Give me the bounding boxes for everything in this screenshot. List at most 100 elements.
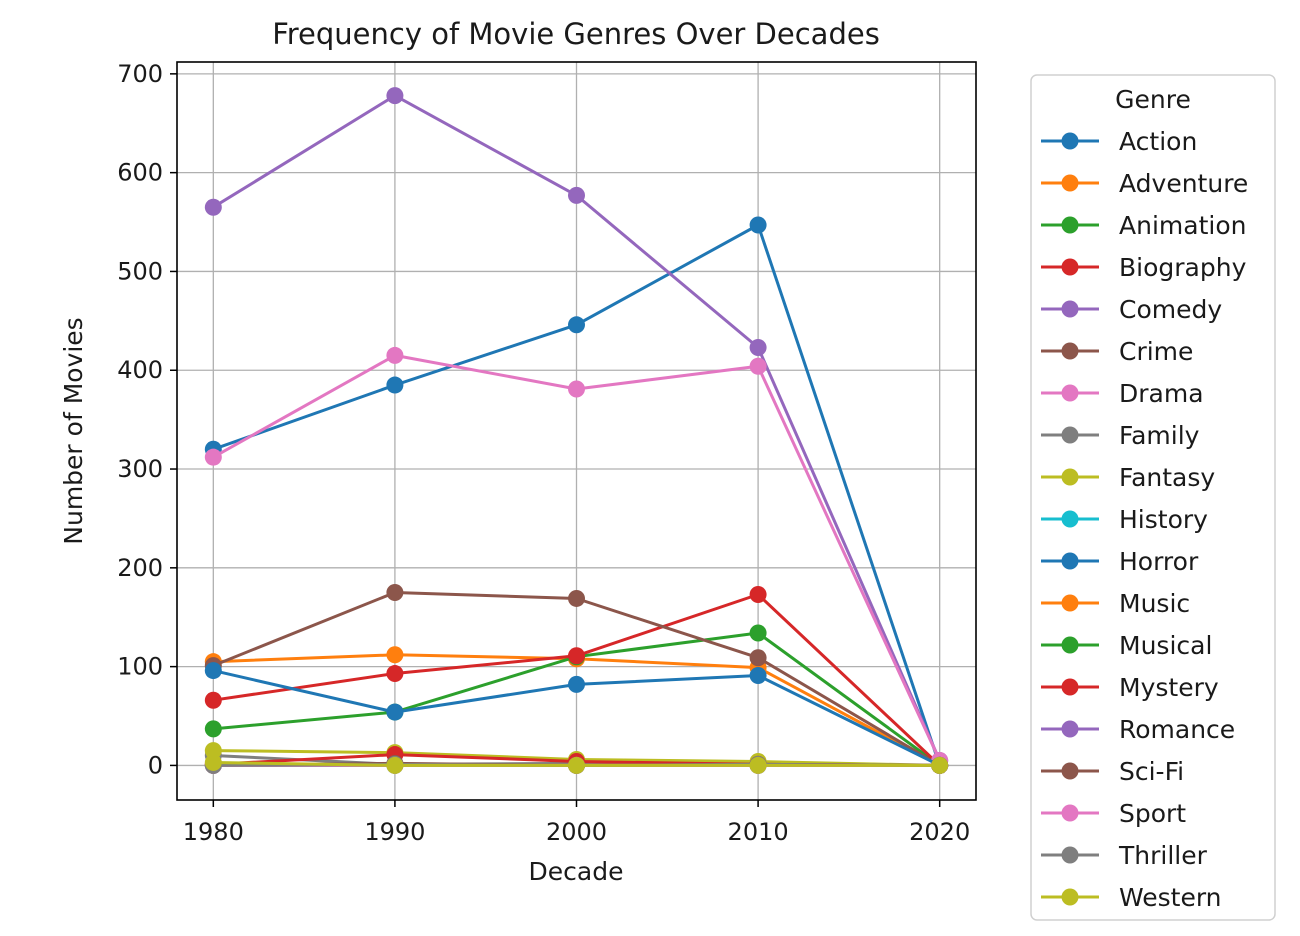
legend-item-music: Music [1041,589,1190,618]
data-point-animation [204,720,222,738]
series-lines [204,87,949,774]
series-western [204,753,949,774]
x-tick-label: 2010 [728,818,789,846]
data-point-crime [568,589,585,607]
legend-marker [1061,594,1079,612]
legend-label: Family [1119,421,1200,450]
legend-label: Biography [1119,253,1247,282]
data-point-action [568,316,585,334]
data-point-adventure [386,646,404,664]
data-point-horror [749,667,767,685]
legend-item-thriller: Thriller [1041,841,1208,870]
y-tick-label: 100 [117,653,163,681]
legend-label: Musical [1119,631,1212,660]
data-point-comedy [749,339,767,357]
legend-marker [1061,216,1079,234]
data-point-biography [386,665,404,683]
legend-marker [1061,720,1079,738]
legend-marker [1061,132,1079,150]
legend-marker [1061,258,1079,276]
legend-label: History [1119,505,1208,534]
legend-marker [1061,846,1079,864]
legend-marker [1061,636,1079,654]
legend-marker [1061,426,1079,444]
data-point-biography [749,586,767,604]
legend-label: Adventure [1119,169,1248,198]
data-point-comedy [386,87,404,105]
legend-item-sci-fi: Sci-Fi [1041,757,1184,786]
legend-marker [1061,342,1079,360]
legend-label: Mystery [1119,673,1219,702]
x-tick-label: 1990 [364,818,425,846]
legend-label: Music [1119,589,1190,618]
y-axis-label: Number of Movies [59,317,88,544]
legend-label: Animation [1119,211,1246,240]
legend-label: Sci-Fi [1119,757,1184,786]
data-point-drama [386,346,404,364]
legend-label: Fantasy [1119,463,1215,492]
legend-label: Action [1119,127,1197,156]
legend-item-fantasy: Fantasy [1041,463,1215,492]
legend-item-animation: Animation [1041,211,1246,240]
legend-label: Western [1119,883,1222,912]
legend-marker [1061,300,1079,318]
y-tick-label: 500 [117,257,163,285]
data-point-horror [568,675,585,693]
legend-marker [1061,174,1079,192]
x-tick-label: 2020 [909,818,970,846]
data-point-fantasy [204,742,222,760]
legend-marker [1061,510,1079,528]
x-axis-ticks: 1980 1990 2000 2010 2020 [183,800,970,846]
legend-item-crime: Crime [1041,337,1193,366]
legend-items: Action Adventure Animation Biography Comedy C… [1041,127,1248,912]
y-tick-label: 300 [117,455,163,483]
legend-item-adventure: Adventure [1041,169,1248,198]
data-point-horror [386,703,404,721]
legend-label: Sport [1119,799,1186,828]
legend-item-horror: Horror [1041,547,1199,576]
legend-marker [1061,804,1079,822]
x-tick-label: 1980 [183,818,244,846]
data-point-biography [568,647,585,665]
data-point-comedy [204,198,222,216]
data-point-action [386,376,404,394]
data-point-drama [204,448,222,466]
data-point-action [749,216,767,234]
data-point-crime [749,649,767,667]
legend-label: Thriller [1118,841,1208,870]
data-point-western [204,753,222,771]
data-point-western [386,756,404,774]
legend-item-western: Western [1041,883,1222,912]
legend-item-comedy: Comedy [1041,295,1222,324]
legend-marker [1061,552,1079,570]
series-horror [204,662,949,774]
data-point-western [931,756,949,774]
legend-label: Horror [1119,547,1199,576]
y-tick-label: 0 [148,751,163,779]
legend: Genre Action Adventure Animation Biography C… [1030,74,1276,921]
y-tick-label: 700 [117,60,163,88]
legend-box [1030,74,1276,921]
y-tick-label: 600 [117,159,163,187]
y-tick-label: 400 [117,356,163,384]
legend-item-musical: Musical [1041,631,1212,660]
data-point-crime [386,584,404,602]
legend-marker [1061,762,1079,780]
legend-label: Drama [1119,379,1204,408]
y-axis-ticks: 0 100 200 300 400 500 600 700 [117,60,177,779]
data-point-western [749,756,767,774]
legend-label: Crime [1119,337,1193,366]
legend-item-mystery: Mystery [1041,673,1219,702]
legend-label: Comedy [1119,295,1222,324]
data-point-horror [204,662,222,680]
data-point-western [568,756,585,774]
legend-item-history: History [1041,505,1208,534]
x-axis-label: Decade [529,857,624,886]
data-point-animation [749,624,767,642]
data-point-biography [204,691,222,709]
legend-marker [1061,468,1079,486]
data-point-drama [568,380,585,398]
legend-item-action: Action [1041,127,1197,156]
